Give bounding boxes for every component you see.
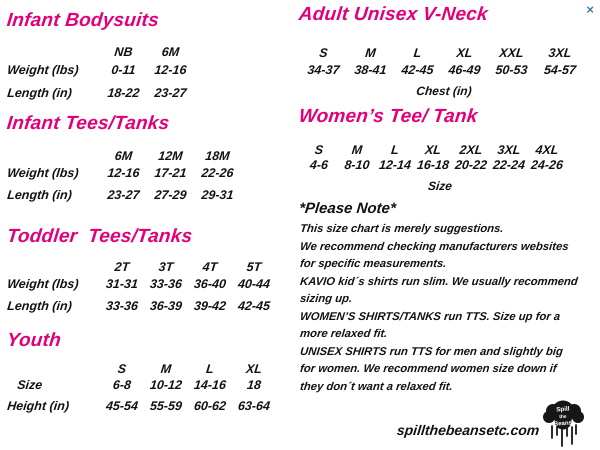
svg-text:Spill: Spill bbox=[556, 406, 570, 414]
svg-text:the: the bbox=[559, 414, 567, 421]
